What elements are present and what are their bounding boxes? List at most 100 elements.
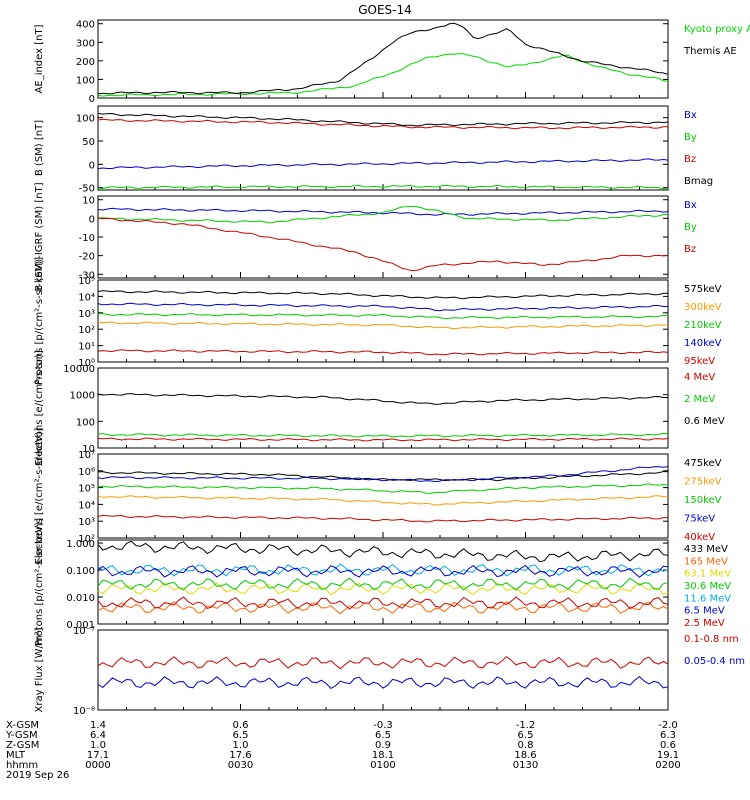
y-tick-label: 10⁰ [78, 358, 95, 369]
series-line [97, 676, 669, 690]
y-tick-label: 10⁵ [78, 484, 95, 495]
series-line [97, 321, 669, 330]
x-row-value: 0.9 [375, 740, 391, 751]
series-line [97, 563, 669, 577]
series-line [97, 312, 669, 320]
y-tick-label: 100 [76, 417, 95, 428]
x-row-value: 0.6 [233, 720, 249, 731]
y-tick-label: -30 [79, 270, 95, 281]
y-tick-label: 0 [89, 214, 95, 225]
x-row-value: 19.1 [657, 750, 679, 761]
legend-label: Bz [684, 244, 696, 255]
series-line [97, 437, 669, 442]
x-row-label: hhmm [6, 760, 38, 771]
x-row-label: X-GSM [6, 720, 39, 731]
panel-frame [97, 105, 669, 191]
x-axis-table: X-GSM 1.4 0.6 -0.3 -1.2 -2.0 Y-GSM 6.4 6.5 6.5 6.5… [5, 720, 681, 781]
legend-label: 0.6 MeV [684, 416, 725, 427]
y-tick-label: 10⁷ [78, 450, 95, 461]
x-row-value: 17.1 [87, 750, 109, 761]
y-tick-label: 10² [78, 325, 95, 336]
series-line [97, 514, 669, 523]
panel-frame [97, 279, 669, 363]
y-tick-label: 50 [82, 137, 95, 148]
x-row-label: MLT [6, 750, 26, 761]
series-line [97, 432, 669, 438]
series-line [97, 483, 669, 494]
y-tick-label: 10⁴ [78, 500, 95, 511]
series-line [97, 158, 669, 170]
x-row-value: 17.6 [229, 750, 251, 761]
series-line [97, 577, 669, 591]
y-tick-label: 0 [89, 94, 95, 105]
y-axis-label: B (SM)-IGRF (SM) [nT] [34, 182, 45, 291]
y-tick-label: 10³ [78, 309, 95, 320]
legend-label: 475keV [684, 458, 722, 469]
y-tick-label: 10⁴ [78, 292, 95, 303]
series-line [97, 582, 669, 596]
legend-label: Bmag [684, 176, 713, 187]
y-axis-label: Protons [p/(cm²-s-sr-keV)] [34, 257, 45, 385]
x-row-value: 18.1 [372, 750, 394, 761]
series-line [97, 118, 669, 130]
panel-6: Protons [p/(cm²-s-sr-keV)] 0.001 0.010 0.10… [34, 518, 731, 646]
y-tick-label: 0 [89, 160, 95, 171]
y-tick-label: 10³ [78, 517, 95, 528]
x-row-value: 6.5 [233, 730, 249, 741]
x-row-value: 6.5 [518, 730, 534, 741]
x-row-value: -1.2 [516, 720, 536, 731]
series-line [97, 540, 669, 563]
series-line [97, 217, 669, 272]
y-axis-label: Electrons [e/(cm²-s-sr)] [34, 350, 45, 466]
x-row-value: 0100 [370, 760, 395, 771]
legend-label: Bx [684, 200, 697, 211]
legend-label: 75keV [684, 514, 715, 525]
x-row-value: 6.5 [375, 730, 391, 741]
panel-frame [97, 629, 669, 711]
series-line [97, 22, 669, 95]
legend-label: 30.6 MeV [684, 581, 731, 592]
y-tick-label: 0.010 [66, 593, 95, 604]
y-tick-label: 10000 [63, 364, 95, 375]
x-row-value: 0.6 [660, 740, 676, 751]
series-line [97, 393, 668, 405]
y-tick-label: 100 [76, 75, 95, 86]
y-tick-label: -20 [79, 252, 95, 263]
y-axis-label: AE_index [nT] [34, 24, 45, 93]
legend-label: 6.5 MeV [684, 606, 725, 617]
series-line [97, 596, 669, 610]
panel-1: B (SM) [nT] -50 0 50 100 Bx By Bz Bmag [34, 105, 713, 195]
y-tick-label: 100 [76, 114, 95, 125]
series-line [97, 302, 668, 312]
legend-label: By [684, 132, 697, 143]
legend-label: 150keV [684, 495, 722, 506]
legend-label: 95keV [684, 356, 715, 367]
series-line [97, 656, 669, 670]
legend-label: 300keV [684, 302, 722, 313]
x-row-value: 0.8 [518, 740, 534, 751]
x-row-value: 0000 [85, 760, 110, 771]
x-row-value: 6.3 [660, 730, 676, 741]
y-tick-label: 200 [76, 57, 95, 68]
series-line [97, 53, 669, 97]
series-line [97, 205, 669, 224]
legend-label: Themis AE [683, 46, 737, 57]
panel-2: B (SM)-IGRF (SM) [nT] -30 -20 -10 0 10 Bx By Bz [34, 182, 697, 291]
y-tick-label: 10⁶ [78, 467, 95, 478]
y-tick-label: 10⁻⁸ [73, 706, 95, 717]
series-line [97, 601, 669, 615]
series-line [97, 184, 669, 190]
y-tick-label: 0.001 [66, 620, 95, 631]
x-row-value: 0030 [228, 760, 253, 771]
panel-frame [97, 19, 669, 99]
panel-frame [97, 367, 669, 449]
y-tick-label: 1000 [70, 391, 95, 402]
panel-frame [97, 195, 669, 279]
legend-label: 2 MeV [684, 394, 715, 405]
series-line [97, 466, 669, 483]
legend-label: By [684, 222, 697, 233]
legend-label: Bz [684, 154, 696, 165]
legend-label: 2.5 MeV [684, 618, 725, 629]
